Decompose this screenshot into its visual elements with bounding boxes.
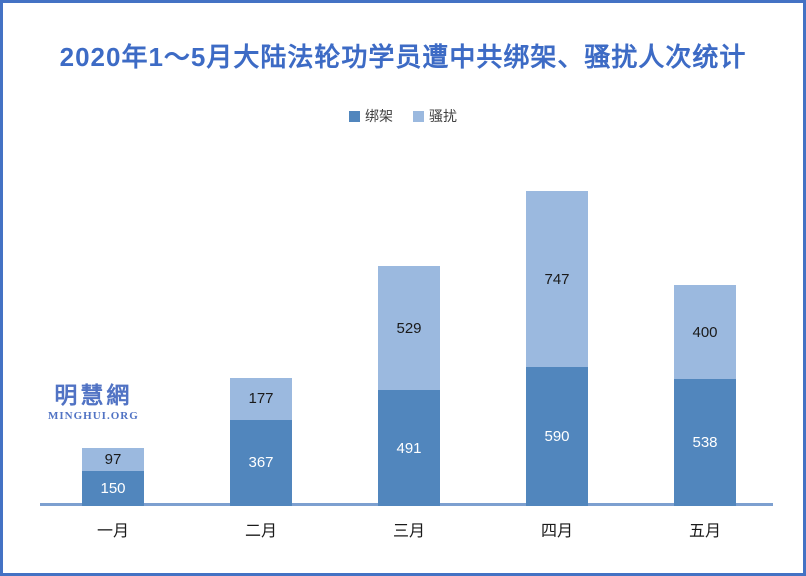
bar: 529 491 <box>378 265 440 506</box>
bar-value-label: 747 <box>544 270 570 288</box>
bar-value-label: 491 <box>396 439 422 457</box>
bar-segment: 177 <box>230 377 292 420</box>
bar-value-label: 367 <box>248 454 274 472</box>
legend-item: 绑架 <box>349 106 393 126</box>
legend-swatch <box>349 110 360 122</box>
x-axis-label: 一月 <box>96 523 129 540</box>
bar-segment: 400 <box>674 285 736 380</box>
bar: 400 538 <box>674 285 736 506</box>
legend-item: 骚扰 <box>413 106 457 126</box>
bar-value-label: 538 <box>692 434 718 452</box>
bar-segment: 367 <box>230 419 292 506</box>
legend-swatch <box>413 110 424 122</box>
chart-title: 2020年1～5月大陆法轮功学员遭中共绑架、骚扰人次统计 <box>59 42 747 72</box>
bar-segment: 97 <box>82 447 144 471</box>
bar-value-label: 400 <box>692 323 718 341</box>
bar-segment: 529 <box>378 265 440 391</box>
plot-area: 97 150 一月 177 367 二月 529 491 三月 747 590 四月 400 538 五月 <box>40 143 773 540</box>
bar: 747 590 <box>526 191 588 506</box>
bar-value-label: 590 <box>544 428 570 445</box>
x-axis-label: 五月 <box>688 523 721 540</box>
watermark: 明慧網 MINGHUI.ORG <box>48 382 139 423</box>
watermark-cjk-text: 明慧網 <box>54 382 133 408</box>
watermark-latin-text: MINGHUI.ORG <box>48 410 139 423</box>
x-axis-label: 三月 <box>392 523 425 540</box>
legend-label: 骚扰 <box>429 108 457 124</box>
bar: 97 150 <box>82 447 144 506</box>
x-axis-label: 四月 <box>540 523 573 540</box>
x-axis-label: 二月 <box>244 523 277 540</box>
legend: 绑架 骚扰 <box>3 106 803 126</box>
bar-value-label: 150 <box>100 479 126 497</box>
bar-segment: 538 <box>674 379 736 506</box>
bar-value-label: 529 <box>396 319 422 337</box>
bar-segment: 491 <box>378 390 440 506</box>
bar-value-label: 97 <box>104 450 122 468</box>
bar: 177 367 <box>230 377 292 506</box>
bar-segment: 150 <box>82 470 144 506</box>
bar-segment: 590 <box>526 367 588 506</box>
bar-segment: 747 <box>526 191 588 367</box>
bar-value-label: 177 <box>248 390 274 408</box>
legend-label: 绑架 <box>365 108 393 124</box>
